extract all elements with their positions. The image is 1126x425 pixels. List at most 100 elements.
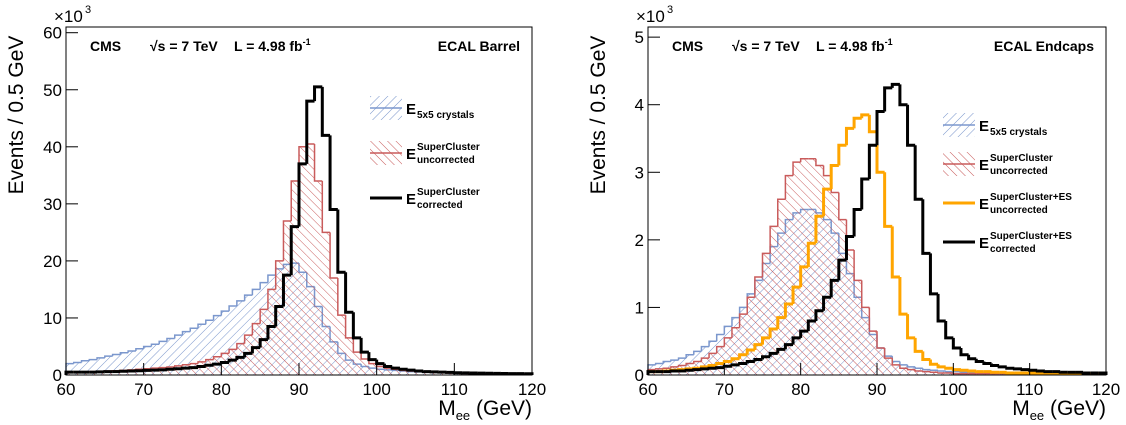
histogram-series [646, 113, 1108, 376]
histogram-outline [769, 225, 778, 254]
histogram-outline [944, 366, 954, 370]
y-tick-label: 50 [43, 81, 62, 100]
histogram-bar [306, 143, 315, 375]
histogram-bar [267, 289, 276, 375]
histogram-outline [297, 162, 307, 227]
histogram-outline [722, 364, 732, 368]
histogram-bar [89, 359, 98, 375]
histogram-outline [104, 355, 113, 358]
histogram-outline [259, 308, 268, 324]
x-axis-label: Mee (GeV) [1012, 397, 1106, 423]
histogram-series [646, 82, 1108, 375]
histogram-outline [753, 343, 763, 350]
histogram-outline [662, 367, 671, 369]
histogram-outline [1020, 368, 1030, 372]
y-tick-label: 5 [635, 28, 644, 47]
histogram-outline [243, 334, 253, 344]
histogram-outline [212, 314, 222, 321]
x-tick-label: 110 [441, 380, 468, 399]
histogram-outline [352, 337, 362, 353]
histogram-outline [761, 336, 771, 345]
histogram-outline [173, 367, 183, 371]
annotation-text: √s = 7 TeV [150, 38, 218, 54]
histogram-bar [151, 344, 160, 375]
histogram-outline [281, 273, 292, 307]
legend-label-sub: corrected [990, 244, 1036, 255]
histogram-outline [196, 364, 206, 368]
histogram-outline [852, 207, 862, 237]
annotation-text: CMS [672, 38, 703, 54]
histogram-bar [104, 356, 113, 375]
x-tick-label: 110 [1016, 380, 1043, 399]
histogram-outline [654, 362, 664, 365]
histogram-bar [66, 363, 74, 375]
histogram-bar [762, 253, 771, 375]
histogram-bar [747, 297, 755, 375]
histogram-outline [290, 180, 299, 221]
histogram-outline [715, 366, 725, 370]
histogram-bar [190, 363, 199, 375]
histogram-outline [73, 361, 82, 364]
histogram-bar [777, 199, 786, 375]
histogram-outline [336, 209, 346, 274]
histogram-outline [791, 285, 801, 305]
annotation-text: √s = 7 TeV [732, 38, 800, 54]
histogram-outline [860, 280, 870, 309]
histogram-bar [915, 370, 923, 375]
histogram-outline [822, 187, 832, 217]
histogram-outline [189, 327, 199, 332]
histogram-outline [922, 368, 931, 371]
y-tick-label: 20 [43, 252, 62, 271]
histogram-outline [936, 364, 946, 369]
histogram-outline [267, 288, 276, 310]
histogram-bar [283, 220, 292, 375]
histogram-outline [806, 241, 816, 267]
histogram-bar [299, 146, 307, 375]
histogram-outline [235, 355, 245, 361]
histogram-outline [776, 316, 786, 330]
x-axis-label: Mee (GeV) [438, 397, 532, 423]
histogram-bar [97, 357, 105, 375]
y-tick-label: 40 [43, 138, 62, 157]
histogram-outline [344, 315, 354, 339]
histogram-bar [166, 338, 175, 375]
histogram-outline [951, 368, 961, 372]
annotation: √s = 7 TeV [732, 38, 800, 54]
histogram-outline [212, 355, 222, 360]
histogram-outline [127, 350, 136, 353]
histogram-outline [730, 357, 740, 362]
x-axis-label-unit: (GeV) [470, 397, 532, 420]
histogram-outline [282, 220, 292, 261]
histogram-outline [921, 351, 931, 361]
histogram-outline [382, 363, 393, 368]
histogram-bar [922, 371, 931, 375]
histogram-bar [213, 356, 222, 375]
histogram-bar [368, 363, 377, 375]
legend-label-sup: SuperCluster [417, 142, 480, 153]
histogram-outline [960, 371, 969, 374]
histogram-bar [892, 364, 900, 375]
legend-label-sub: 5x5 crystals [990, 127, 1048, 138]
histogram-bar [770, 226, 778, 375]
histogram-outline [867, 143, 877, 180]
y-tick-label: 30 [43, 195, 62, 214]
histogram-bar [143, 346, 152, 375]
histogram-outline [815, 158, 824, 167]
histogram-outline [792, 161, 801, 176]
histogram-bar [793, 162, 801, 375]
histogram-outline [730, 363, 740, 367]
histogram-bar [244, 335, 253, 375]
histogram-bar [831, 192, 839, 375]
histogram-outline [205, 319, 214, 325]
histogram-outline [173, 334, 183, 339]
histogram-outline [367, 352, 377, 362]
legend-label-sub: uncorrected [990, 205, 1048, 216]
legend-label-sub: corrected [417, 200, 463, 211]
histogram-outline [928, 253, 939, 296]
histogram-outline [699, 367, 710, 371]
histogram-outline [715, 345, 725, 354]
histogram-bar [314, 181, 323, 375]
histogram-outline [829, 278, 839, 298]
histogram-bar [716, 346, 725, 375]
